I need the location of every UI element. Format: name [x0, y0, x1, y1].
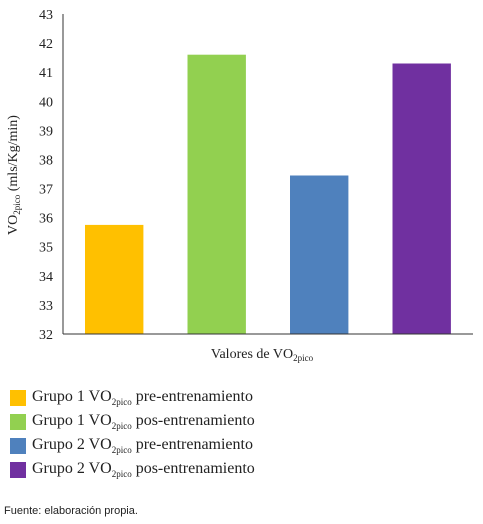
bar — [187, 54, 246, 334]
chart-legend: Grupo 1 VO2pico pre-entrenamiento Grupo … — [10, 386, 255, 482]
y-tick-label: 43 — [39, 8, 53, 23]
bars-group — [85, 54, 451, 334]
y-tick-label: 42 — [39, 37, 53, 52]
y-tick-label: 38 — [39, 153, 53, 168]
x-axis-title: Valores de VO2pico — [211, 347, 314, 363]
y-tick-label: 36 — [39, 212, 53, 227]
legend-item: Grupo 2 VO2pico pre-entrenamiento — [10, 434, 255, 458]
bar-chart: 32 33 34 35 36 37 38 39 40 41 42 43 VO2pico (mls/Kg… — [6, 8, 473, 363]
y-tick-label: 33 — [39, 299, 53, 314]
legend-label: Grupo 2 VO2pico pre-entrenamiento — [32, 436, 253, 456]
legend-item: Grupo 2 VO2pico pos-entrenamiento — [10, 458, 255, 482]
y-axis-title: VO2pico (mls/Kg/min) — [6, 115, 22, 235]
legend-swatch — [10, 390, 26, 406]
legend-item: Grupo 1 VO2pico pos-entrenamiento — [10, 410, 255, 434]
legend-label: Grupo 2 VO2pico pos-entrenamiento — [32, 460, 255, 480]
y-tick-label: 40 — [39, 95, 53, 110]
y-tick-label: 37 — [39, 183, 53, 198]
source-note: Fuente: elaboración propia. — [4, 505, 138, 517]
y-tick-labels: 32 33 34 35 36 37 38 39 40 41 42 43 — [39, 8, 53, 343]
legend-swatch — [10, 462, 26, 478]
legend-label: Grupo 1 VO2pico pos-entrenamiento — [32, 412, 255, 432]
legend-swatch — [10, 414, 26, 430]
y-tick-label: 35 — [39, 241, 53, 256]
legend-item: Grupo 1 VO2pico pre-entrenamiento — [10, 386, 255, 410]
bar — [290, 175, 349, 334]
y-tick-label: 34 — [39, 270, 53, 285]
legend-swatch — [10, 438, 26, 454]
bar — [85, 224, 144, 334]
bar — [392, 63, 451, 334]
y-tick-label: 39 — [39, 124, 53, 139]
y-tick-label: 41 — [39, 66, 53, 81]
y-tick-label: 32 — [39, 328, 53, 343]
legend-label: Grupo 1 VO2pico pre-entrenamiento — [32, 388, 253, 408]
